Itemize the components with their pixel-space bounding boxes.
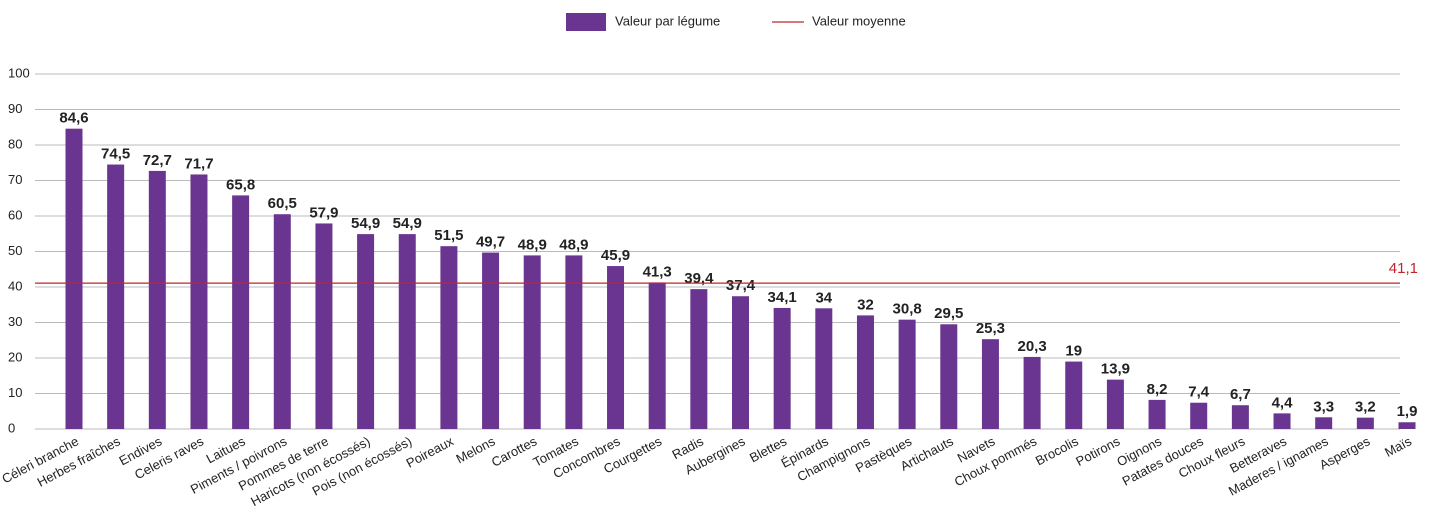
legend-label: Valeur par légume <box>615 13 720 28</box>
data-label: 45,9 <box>601 247 630 264</box>
bar <box>940 324 958 429</box>
y-tick-label: 100 <box>8 65 30 80</box>
x-tick-label: Carottes <box>489 433 540 470</box>
data-label: 34 <box>815 289 832 306</box>
bar <box>732 296 749 429</box>
bar <box>565 255 583 429</box>
y-tick-label: 0 <box>8 420 15 435</box>
data-label: 49,7 <box>476 234 505 251</box>
data-label: 51,5 <box>434 227 463 244</box>
data-label: 48,9 <box>559 236 588 253</box>
data-label: 3,3 <box>1313 398 1334 415</box>
bar <box>1273 413 1291 429</box>
data-label: 25,3 <box>976 320 1005 337</box>
data-label: 4,4 <box>1272 394 1294 411</box>
bar <box>398 234 416 429</box>
y-tick-label: 70 <box>8 172 22 187</box>
data-label: 19 <box>1065 343 1082 360</box>
y-tick-label: 80 <box>8 136 22 151</box>
data-label: 71,7 <box>184 155 213 172</box>
data-label: 7,4 <box>1188 384 1210 401</box>
data-label: 8,2 <box>1147 381 1168 398</box>
bar <box>1065 361 1083 429</box>
bar <box>1315 417 1333 429</box>
data-label: 74,5 <box>101 145 130 162</box>
data-label: 20,3 <box>1017 338 1046 355</box>
bar <box>981 339 999 429</box>
data-label: 1,9 <box>1397 403 1418 420</box>
bar <box>523 255 541 429</box>
bar <box>1398 422 1416 429</box>
data-label: 65,8 <box>226 176 255 193</box>
data-label: 13,9 <box>1101 361 1130 378</box>
bar <box>440 246 458 429</box>
y-tick-label: 60 <box>8 207 22 222</box>
data-label: 39,4 <box>684 270 714 287</box>
bar <box>1356 417 1374 429</box>
data-label: 72,7 <box>143 152 172 169</box>
bar <box>856 315 874 429</box>
x-tick-label: Poireaux <box>404 433 457 471</box>
bar <box>148 170 166 430</box>
bar <box>1148 399 1166 429</box>
y-tick-label: 40 <box>8 278 22 293</box>
bar <box>273 214 291 429</box>
legend-label: Valeur moyenne <box>812 13 906 28</box>
data-label: 54,9 <box>351 215 380 232</box>
y-tick-label: 30 <box>8 314 22 329</box>
x-tick-label: Maïs <box>1382 433 1414 460</box>
y-tick-label: 90 <box>8 101 22 116</box>
bar <box>648 282 666 429</box>
bar <box>1231 405 1249 429</box>
bar <box>1023 356 1041 429</box>
bar <box>1190 402 1208 429</box>
data-label: 30,8 <box>893 301 922 318</box>
average-label: 41,1 <box>1389 260 1418 277</box>
data-label: 34,1 <box>768 289 797 306</box>
bar <box>773 307 791 429</box>
y-tick-label: 20 <box>8 349 22 364</box>
x-tick-label: Brocolis <box>1033 433 1081 468</box>
bar <box>65 128 83 430</box>
data-label: 57,9 <box>309 204 338 221</box>
bar <box>357 234 375 429</box>
data-label: 6,7 <box>1230 386 1251 403</box>
x-tick-label: Potirons <box>1073 433 1123 469</box>
bar <box>1106 379 1124 429</box>
bar <box>482 252 500 429</box>
data-label: 37,4 <box>726 277 756 294</box>
data-label: 60,5 <box>268 195 297 212</box>
bar <box>315 223 333 429</box>
bar <box>232 195 250 429</box>
data-label: 48,9 <box>518 236 547 253</box>
y-tick-label: 10 <box>8 385 22 400</box>
bar <box>690 289 708 429</box>
data-label: 54,9 <box>393 215 422 232</box>
bar <box>107 164 125 429</box>
bar <box>898 319 916 429</box>
data-label: 32 <box>857 296 874 313</box>
data-label: 41,3 <box>643 263 672 280</box>
data-label: 84,6 <box>59 110 88 127</box>
data-label: 3,2 <box>1355 399 1376 416</box>
bar <box>607 266 625 429</box>
legend-swatch <box>566 13 606 31</box>
y-tick-label: 50 <box>8 243 22 258</box>
data-label: 29,5 <box>934 305 963 322</box>
bar <box>190 174 208 429</box>
bar <box>815 308 833 429</box>
